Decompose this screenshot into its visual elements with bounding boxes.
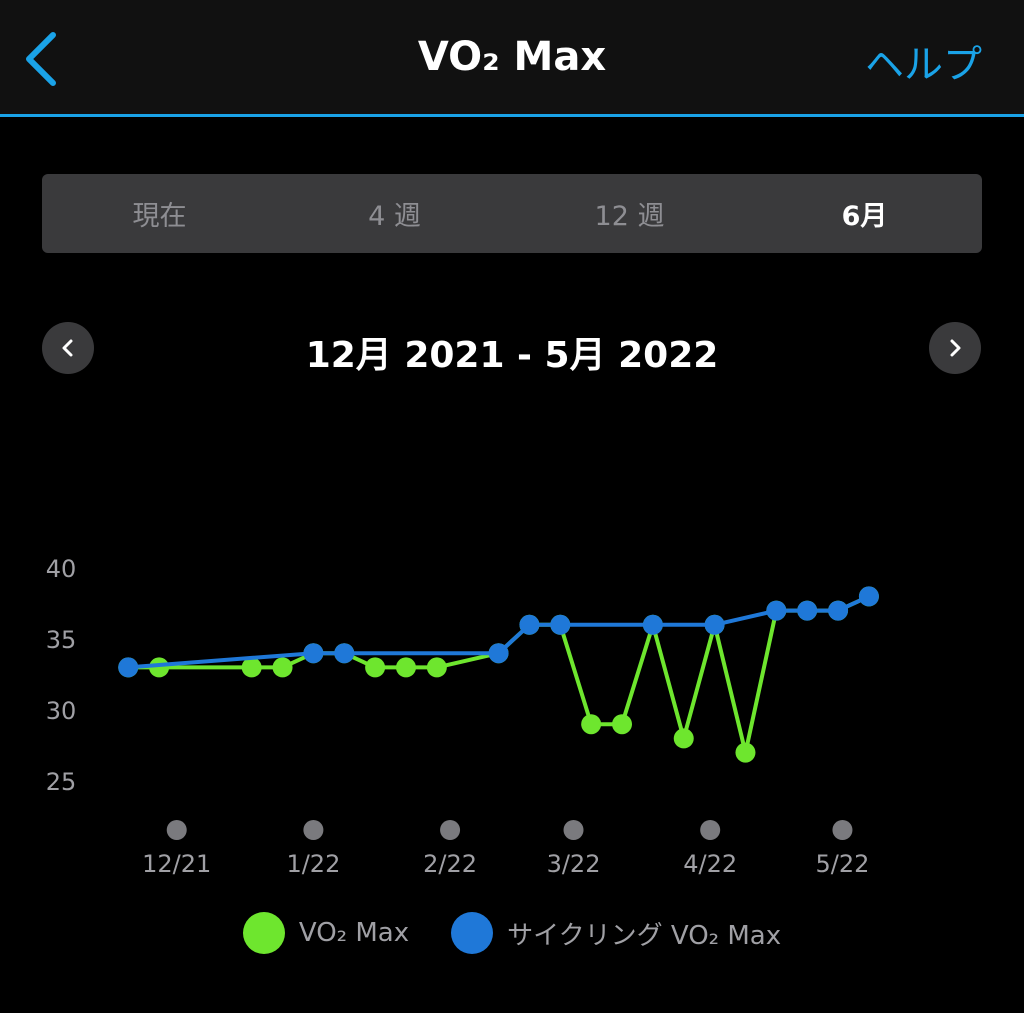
period-tabs: 現在 4 週 12 週 6月 bbox=[42, 174, 982, 253]
cycling-vo2-max-point bbox=[858, 586, 879, 607]
cycling-vo2-max-point bbox=[303, 643, 324, 664]
cycling-vo2-max-point bbox=[550, 614, 571, 635]
x-tick-label: 5/22 bbox=[816, 850, 870, 878]
cycling-vo2-max-point bbox=[704, 614, 725, 635]
vo2-max-point bbox=[673, 728, 694, 749]
vo2-max-line bbox=[128, 594, 870, 755]
vo2-max-point bbox=[581, 714, 602, 735]
cycling-vo2-max-point bbox=[488, 643, 509, 664]
month-marker bbox=[832, 820, 853, 840]
date-range-label: 12月 2021 - 5月 2022 bbox=[305, 335, 719, 376]
y-tick-label: 30 bbox=[46, 697, 77, 725]
chevron-left-icon bbox=[62, 339, 73, 357]
y-tick-label: 25 bbox=[46, 768, 77, 796]
tab-12-weeks[interactable]: 12 週 bbox=[594, 201, 665, 232]
vo2-max-point bbox=[365, 657, 386, 678]
page-title: VO₂ Max bbox=[417, 34, 607, 80]
y-tick-label: 35 bbox=[46, 626, 77, 654]
vo2-max-point bbox=[735, 742, 756, 763]
x-tick-label: 4/22 bbox=[683, 850, 737, 878]
x-tick-label: 3/22 bbox=[547, 850, 601, 878]
legend-label: サイクリング VO₂ Max bbox=[507, 920, 782, 951]
x-tick-label: 1/22 bbox=[286, 850, 340, 878]
vo2-max-chart: 40 35 30 25 12/21 1/22 2/22 3/22 4/22 5/22 bbox=[46, 555, 879, 878]
legend-swatch bbox=[242, 912, 285, 954]
month-marker bbox=[166, 820, 187, 840]
x-tick-label: 12/21 bbox=[142, 850, 211, 878]
cycling-vo2-max-point bbox=[519, 614, 540, 635]
previous-period-button[interactable] bbox=[42, 322, 94, 374]
month-marker bbox=[563, 820, 584, 840]
vo2-max-point bbox=[272, 657, 293, 678]
header-bar: VO₂ Max ヘルプ bbox=[0, 0, 1024, 117]
legend-label: VO₂ Max bbox=[298, 918, 410, 948]
help-link[interactable]: ヘルプ bbox=[864, 43, 982, 88]
month-marker bbox=[303, 820, 324, 840]
vo2-max-point bbox=[426, 657, 447, 678]
chart-legend: VO₂ Max サイクリング VO₂ Max bbox=[0, 906, 1024, 960]
vo2-max-point bbox=[149, 657, 170, 678]
month-marker bbox=[440, 820, 461, 840]
chevron-left-icon bbox=[26, 32, 56, 86]
cycling-vo2-max-point bbox=[766, 600, 787, 621]
cycling-vo2-max-point bbox=[828, 600, 849, 621]
vo2-max-point bbox=[241, 657, 262, 678]
vo2-max-point bbox=[612, 714, 633, 735]
next-period-button[interactable] bbox=[929, 322, 981, 374]
back-button[interactable] bbox=[14, 26, 68, 92]
tab-current[interactable]: 現在 bbox=[132, 201, 187, 232]
cycling-vo2-max-point bbox=[642, 614, 663, 635]
y-tick-label: 40 bbox=[46, 555, 77, 583]
x-tick-label: 2/22 bbox=[423, 850, 477, 878]
cycling-vo2-max-point bbox=[797, 600, 818, 621]
tab-6-months[interactable]: 6月 bbox=[841, 201, 888, 232]
tab-4-weeks[interactable]: 4 週 bbox=[368, 201, 421, 232]
vo2-max-point bbox=[395, 657, 416, 678]
cycling-vo2-max-point bbox=[118, 657, 139, 678]
chevron-right-icon bbox=[950, 339, 961, 357]
cycling-vo2-max-point bbox=[334, 643, 355, 664]
legend-item-vo2-max: VO₂ Max bbox=[242, 912, 410, 954]
legend-item-cycling-vo2-max: サイクリング VO₂ Max bbox=[451, 912, 781, 954]
legend-swatch bbox=[451, 912, 494, 954]
month-marker bbox=[700, 820, 721, 840]
